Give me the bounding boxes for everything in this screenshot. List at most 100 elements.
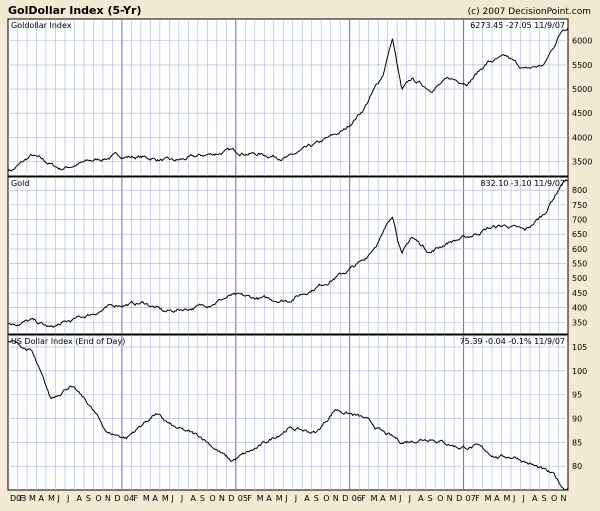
x-tick-label: M — [390, 494, 397, 503]
x-tick-label: J — [170, 494, 173, 503]
y-tick-label: 5500 — [572, 61, 592, 70]
series-line — [7, 179, 569, 329]
y-tick-label: 400 — [572, 304, 587, 313]
x-tick-label: S — [542, 494, 547, 503]
x-tick-label: J — [398, 494, 401, 503]
y-tick-label: 500 — [572, 274, 587, 283]
x-tick-label: D — [342, 494, 348, 503]
x-tick-label: 06 — [352, 494, 362, 503]
x-tick-label: 07 — [466, 494, 476, 503]
x-tick-label: A — [190, 494, 196, 503]
x-tick-label: J — [56, 494, 59, 503]
x-tick-label: F — [361, 494, 366, 503]
y-tick-label: 90 — [572, 414, 582, 423]
series-line — [7, 340, 569, 491]
x-tick-label: O — [437, 494, 443, 503]
chart-title: GolDollar Index (5-Yr) — [8, 4, 142, 17]
x-tick-label: 05 — [238, 494, 248, 503]
x-tick-label: M — [48, 494, 55, 503]
x-tick-label: A — [418, 494, 424, 503]
x-tick-label: S — [86, 494, 91, 503]
y-tick-label: 350 — [572, 318, 587, 327]
panel-title: Goldollar Index — [11, 21, 72, 30]
x-tick-label: O — [95, 494, 101, 503]
x-tick-label: J — [512, 494, 515, 503]
x-tick-label: J — [284, 494, 287, 503]
x-tick-label: D — [228, 494, 234, 503]
x-tick-label: M — [485, 494, 492, 503]
x-tick-label: J — [294, 494, 297, 503]
x-tick-label: F — [247, 494, 252, 503]
x-tick-label: N — [219, 494, 225, 503]
x-tick-label: S — [428, 494, 433, 503]
x-tick-label: A — [494, 494, 500, 503]
y-tick-label: 4500 — [572, 109, 592, 118]
x-tick-label: N — [447, 494, 453, 503]
x-tick-label: M — [504, 494, 511, 503]
x-tick-label: J — [522, 494, 525, 503]
y-tick-label: 95 — [572, 391, 582, 400]
y-tick-label: 800 — [572, 186, 587, 195]
x-tick-label: J — [180, 494, 183, 503]
x-tick-label: F — [475, 494, 480, 503]
x-tick-label: O — [209, 494, 215, 503]
y-tick-label: 5000 — [572, 85, 592, 94]
x-tick-label: A — [304, 494, 310, 503]
x-tick-label: D — [456, 494, 462, 503]
x-tick-label: M — [162, 494, 169, 503]
y-tick-label: 100 — [572, 367, 587, 376]
x-tick-label: M — [29, 494, 36, 503]
x-tick-label: N — [561, 494, 567, 503]
plot-area — [7, 176, 569, 335]
x-tick-label: N — [333, 494, 339, 503]
chart-panels: 3500 4000 4500 5000 5500 6000 Goldollar Index 6… — [7, 18, 592, 491]
x-tick-label: N — [105, 494, 111, 503]
y-tick-label: 550 — [572, 260, 587, 269]
x-tick-label: A — [532, 494, 538, 503]
panel-3: 80 85 90 95 100 105 US Dollar Index (End of Da… — [7, 334, 587, 491]
y-tick-label: 3500 — [572, 158, 592, 167]
y-tick-label: 6000 — [572, 37, 592, 46]
panel-2: 350 400 450 500 550 600 650 700 750 800 Gold 832.10… — [7, 176, 587, 335]
y-tick-label: 105 — [572, 343, 587, 352]
x-tick-label: M — [371, 494, 378, 503]
y-tick-label: 600 — [572, 245, 587, 254]
y-tick-label: 650 — [572, 230, 587, 239]
x-tick-label: S — [200, 494, 205, 503]
price-readout: 832.10 -3.10 11/9/07 — [480, 179, 565, 188]
y-tick-label: 80 — [572, 462, 582, 471]
x-tick-label: A — [266, 494, 272, 503]
x-tick-label: D — [114, 494, 120, 503]
plot-area — [7, 334, 569, 491]
x-tick-label: M — [276, 494, 283, 503]
y-tick-label: 750 — [572, 201, 587, 210]
y-tick-label: 700 — [572, 216, 587, 225]
x-tick-label: 04 — [124, 494, 134, 503]
x-tick-label: A — [380, 494, 386, 503]
price-readout: 6273.45 -27.05 11/9/07 — [470, 21, 565, 30]
x-tick-label: M — [143, 494, 150, 503]
x-tick-label: O — [323, 494, 329, 503]
x-tick-label: O — [551, 494, 557, 503]
y-tick-label: 450 — [572, 289, 587, 298]
x-tick-label: A — [38, 494, 44, 503]
plot-area — [7, 18, 569, 177]
x-tick-label: F — [19, 494, 24, 503]
series-line — [7, 27, 569, 172]
panel-title: Gold — [11, 179, 29, 188]
x-tick-label: J — [66, 494, 69, 503]
copyright-notice: (c) 2007 DecisionPoint.com — [468, 7, 591, 17]
panel-title: US Dollar Index (End of Day) — [11, 337, 125, 346]
price-readout: 75.39 -0.04 -0.1% 11/9/07 — [460, 337, 565, 346]
x-tick-label: D03 — [10, 494, 26, 503]
x-tick-label: A — [152, 494, 158, 503]
x-tick-label: J — [408, 494, 411, 503]
panel-1: 3500 4000 4500 5000 5500 6000 Goldollar Index 6… — [7, 18, 592, 177]
x-tick-label: A — [76, 494, 82, 503]
x-tick-label: S — [314, 494, 319, 503]
x-tick-label: F — [133, 494, 138, 503]
x-tick-label: M — [257, 494, 264, 503]
y-tick-label: 85 — [572, 438, 582, 447]
